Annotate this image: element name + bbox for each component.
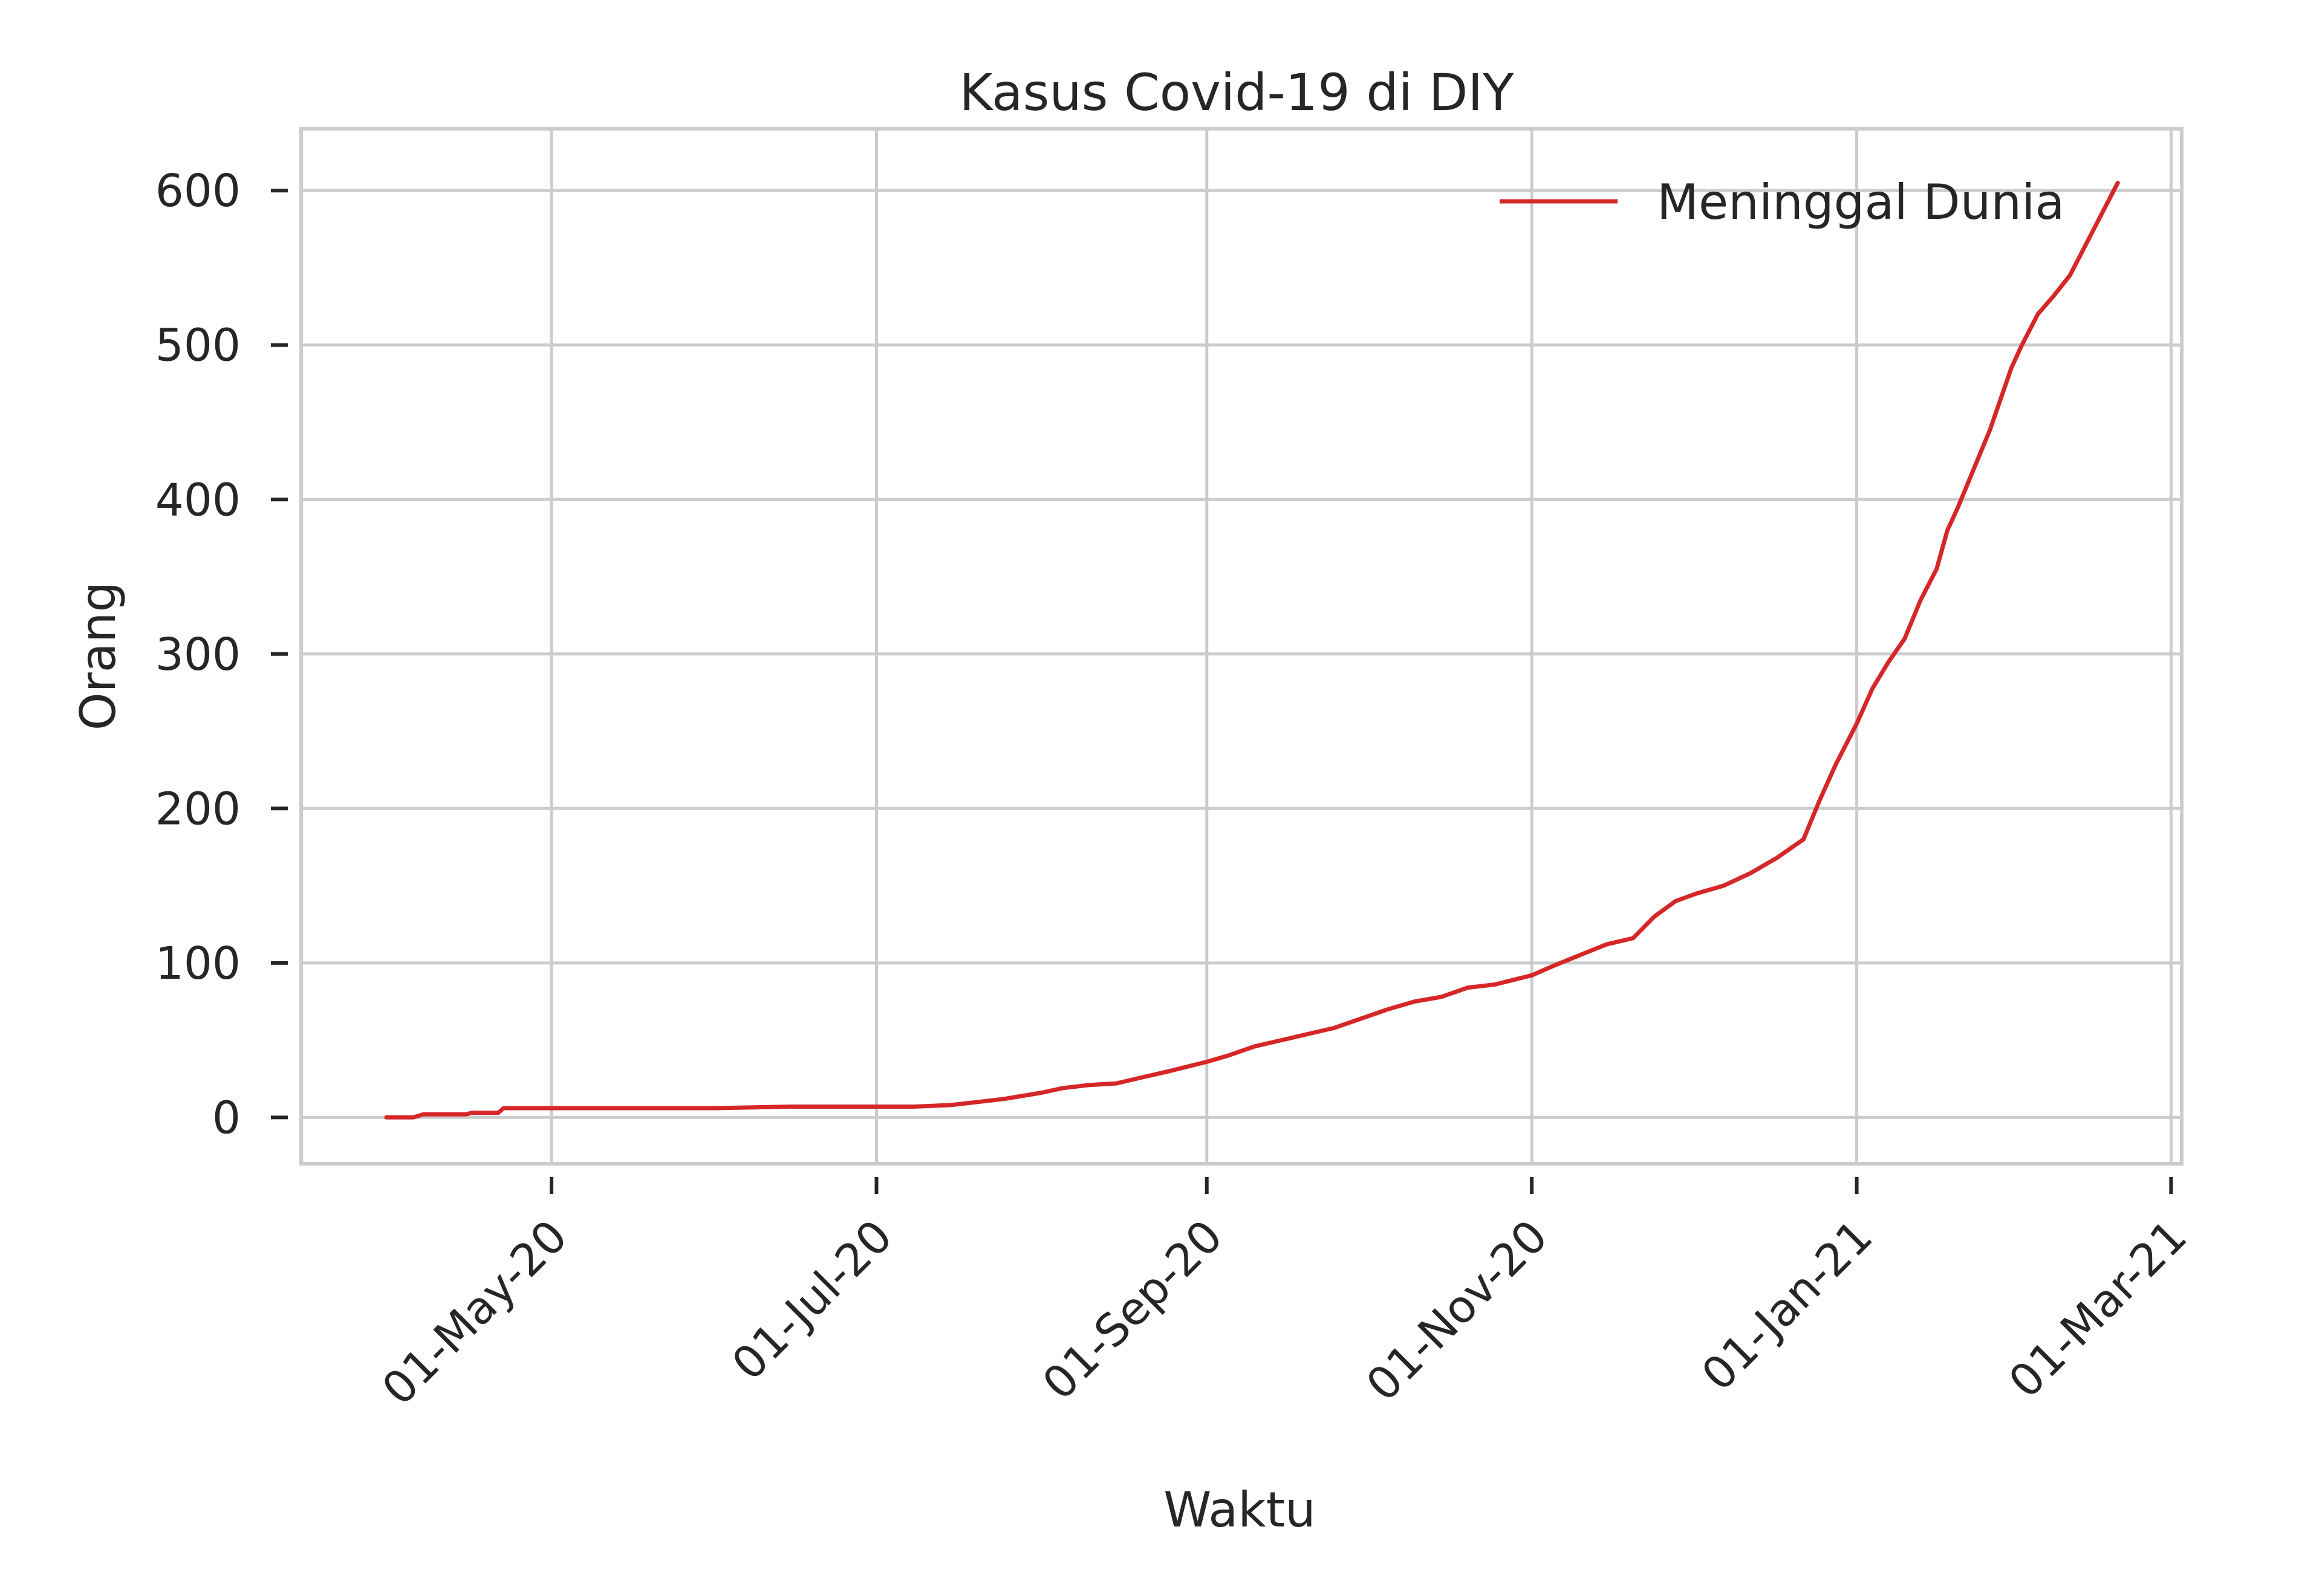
grid (301, 129, 2182, 1164)
y-tick-label: 200 (155, 783, 241, 835)
y-tick-label: 100 (155, 938, 241, 990)
series-line-meninggal-dunia (384, 180, 2120, 1120)
y-tick-label: 300 (155, 629, 241, 681)
y-tick-label: 500 (155, 320, 241, 372)
y-axis: 0 100 200 300 400 500 600 (155, 165, 288, 1144)
legend-label: Meninggal Dunia (1657, 174, 2064, 230)
x-tick-label: 01-Mar-21 (1999, 1210, 2197, 1408)
y-tick-label: 400 (155, 474, 241, 526)
x-tick-label: 01-Jan-21 (1692, 1210, 1882, 1401)
x-tick-label: 01-May-20 (372, 1210, 577, 1415)
y-tick-label: 0 (212, 1092, 241, 1144)
x-axis: 01-May-20 01-Jul-20 01-Sep-20 01-Nov-20 01-J… (372, 1177, 2197, 1415)
y-axis-label: Orang (70, 582, 126, 730)
x-axis-label: Waktu (1163, 1482, 1315, 1538)
chart-title: Kasus Covid-19 di DIY (960, 63, 1515, 122)
x-tick-label: 01-Jul-20 (722, 1210, 902, 1390)
y-tick-label: 600 (155, 165, 241, 217)
legend: Meninggal Dunia (1500, 174, 2064, 230)
plot-frame (299, 127, 2184, 1166)
x-tick-label: 01-Nov-20 (1356, 1210, 1557, 1411)
x-tick-label: 01-Sep-20 (1033, 1210, 1232, 1410)
